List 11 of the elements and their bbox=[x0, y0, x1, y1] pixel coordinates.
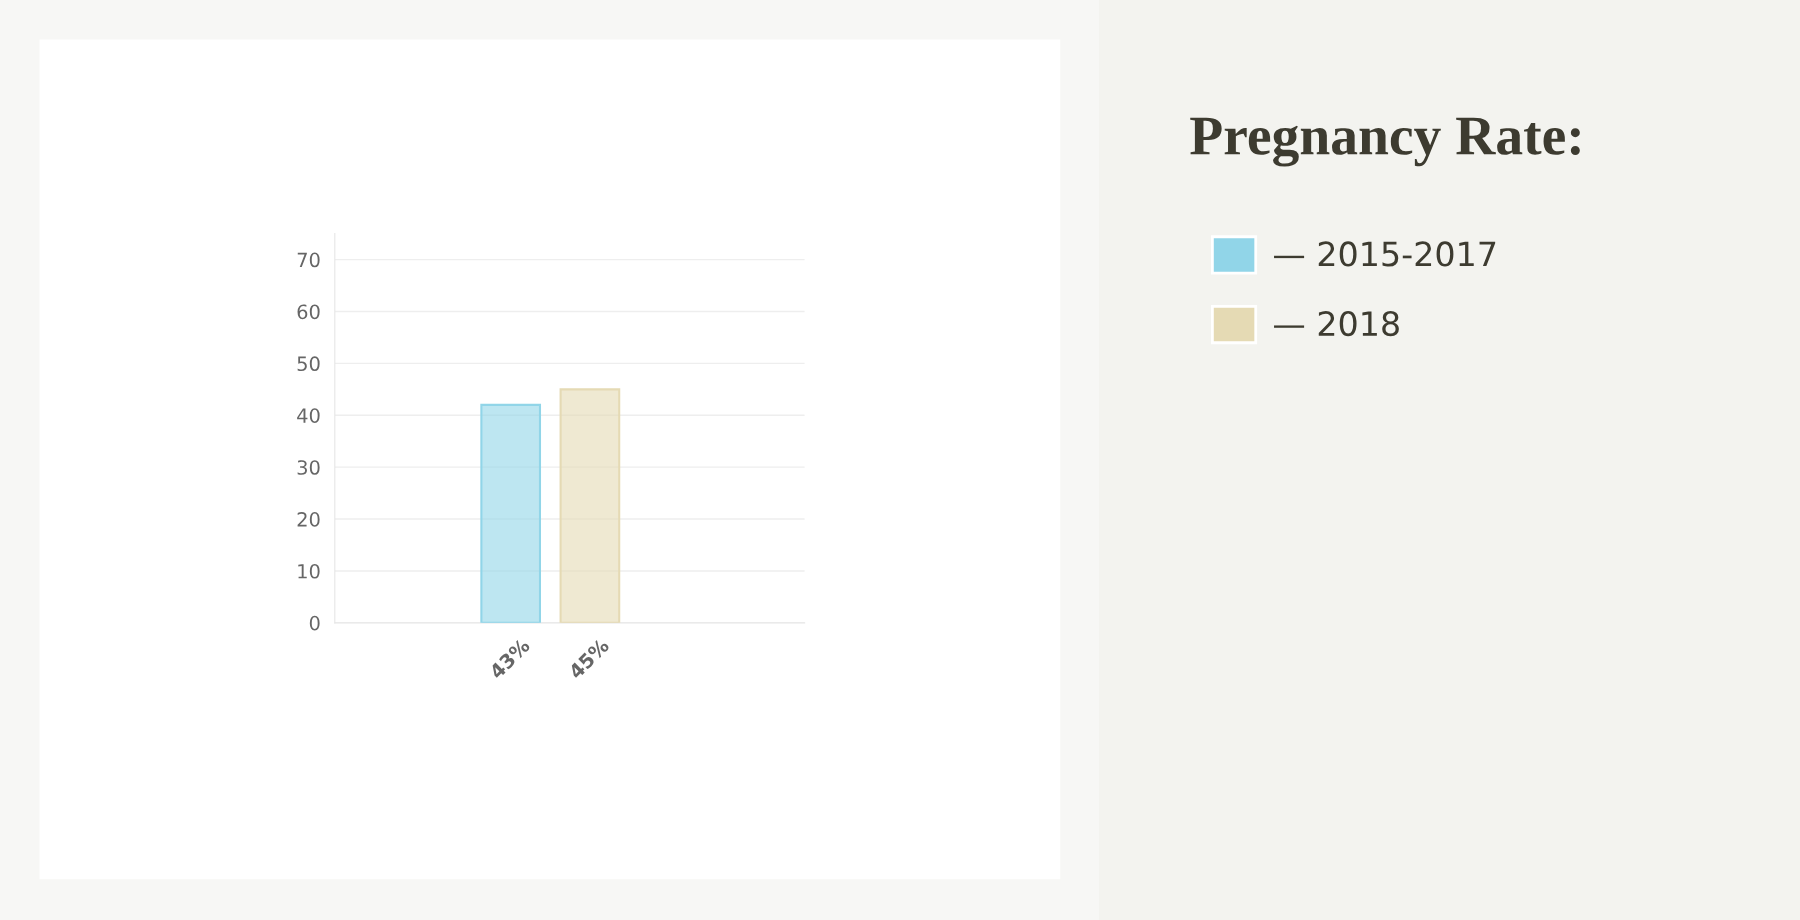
text: Pregnancy Rate: bbox=[1190, 117, 1580, 167]
legend-label: — 2018 bbox=[1274, 311, 1399, 337]
y-tick-label: 40 bbox=[297, 408, 320, 423]
y-tick-label: 60 bbox=[297, 304, 320, 320]
y-tick-label: 70 bbox=[297, 252, 320, 268]
y-tick-label: 0 bbox=[309, 615, 320, 631]
y-tick-label: 20 bbox=[297, 512, 320, 527]
legend-label: — 2015-2017 bbox=[1274, 241, 1496, 267]
y-tick-label: 50 bbox=[297, 356, 320, 372]
y-tick-label: 10 bbox=[298, 563, 320, 579]
y-tick-label: 30 bbox=[297, 460, 320, 475]
